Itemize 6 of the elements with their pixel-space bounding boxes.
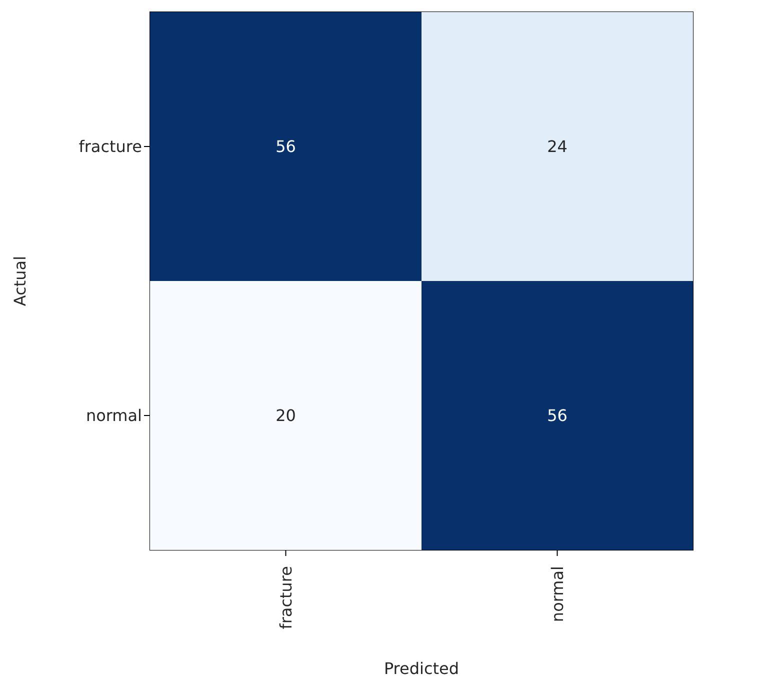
y-axis-title: Actual	[10, 256, 30, 306]
data-label: 20	[276, 406, 296, 425]
data-label: 56	[547, 406, 568, 425]
data-label: 56	[276, 137, 296, 156]
data-label: 24	[547, 137, 568, 156]
x-axis-title: Predicted	[384, 659, 460, 678]
